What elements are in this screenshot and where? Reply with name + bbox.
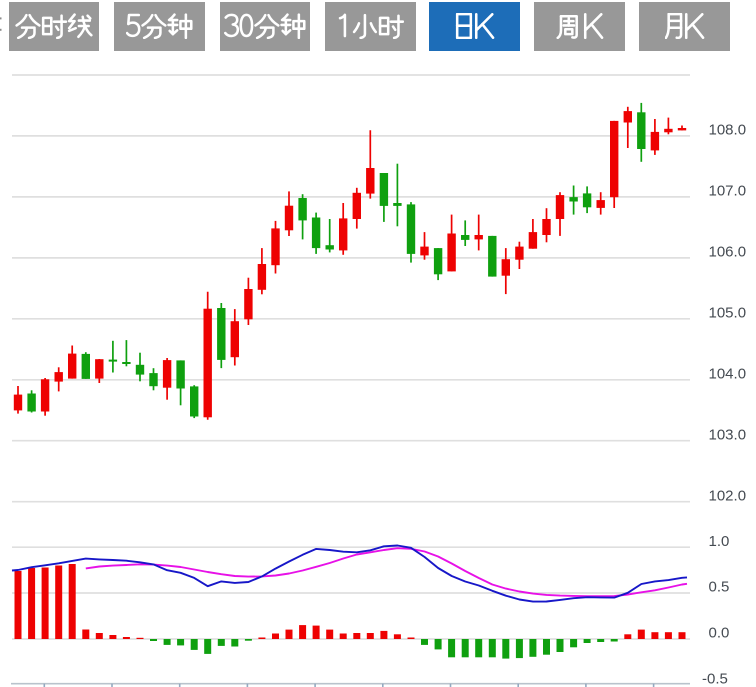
svg-text:-0.5: -0.5 <box>702 671 728 687</box>
svg-text:107.0: 107.0 <box>709 183 747 200</box>
svg-text:105.0: 105.0 <box>709 304 747 321</box>
svg-text:104.0: 104.0 <box>709 365 747 382</box>
svg-text:108.0: 108.0 <box>709 122 747 139</box>
svg-text:103.0: 103.0 <box>709 426 747 443</box>
svg-text:0.5: 0.5 <box>709 579 730 596</box>
svg-text:102.0: 102.0 <box>709 487 747 504</box>
svg-text:0.0: 0.0 <box>709 625 730 642</box>
svg-text:1.0: 1.0 <box>709 533 730 550</box>
svg-text:106.0: 106.0 <box>709 244 747 261</box>
